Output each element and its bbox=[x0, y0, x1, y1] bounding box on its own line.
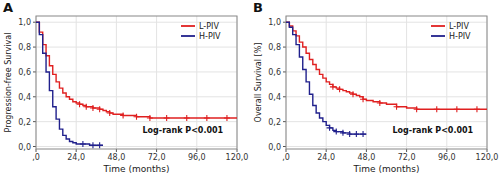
censor-mark bbox=[360, 96, 366, 102]
legend: L-PIVH-PIV bbox=[431, 22, 471, 41]
tick-label: 0,4 bbox=[268, 93, 281, 102]
censor-mark bbox=[83, 104, 89, 110]
censor-mark bbox=[454, 106, 460, 112]
annotation: Log-rank P<0.001 bbox=[393, 126, 474, 135]
grid-line bbox=[76, 16, 77, 149]
grid-line bbox=[286, 47, 487, 48]
tick-label: 24,0 bbox=[317, 153, 335, 162]
censor-mark bbox=[90, 105, 96, 111]
censor-mark bbox=[414, 106, 420, 112]
survival-curve bbox=[286, 22, 487, 109]
y-axis-label: Progression-free Survival bbox=[4, 33, 13, 133]
censor-mark bbox=[90, 142, 96, 148]
tick-label: 96,0 bbox=[188, 153, 206, 162]
grid-line bbox=[36, 121, 237, 122]
tick-label: 96,0 bbox=[438, 153, 456, 162]
x-axis-label: Time (months) bbox=[353, 164, 420, 174]
legend-label: H-PIV bbox=[199, 32, 221, 41]
grid-line bbox=[286, 71, 487, 72]
censor-mark bbox=[107, 110, 113, 116]
tick-label: 0,6 bbox=[18, 68, 31, 77]
censor-mark bbox=[134, 114, 140, 120]
figure: ,0 24,0 48,0 72,0 96,0 120,0 0,0 0,2 0,4 0,6 0,8 1,… bbox=[0, 0, 500, 177]
legend-swatch bbox=[431, 35, 445, 37]
censor-mark bbox=[204, 115, 210, 121]
tick-label: 48,0 bbox=[357, 153, 375, 162]
censor-mark bbox=[474, 106, 480, 112]
legend-swatch bbox=[431, 25, 445, 27]
tick-label: 0,0 bbox=[268, 143, 281, 152]
legend-swatch bbox=[181, 25, 195, 27]
censor-mark bbox=[434, 106, 440, 112]
panel-title: B bbox=[253, 0, 263, 15]
censor-mark bbox=[224, 115, 230, 121]
censor-mark bbox=[353, 131, 359, 137]
survival-curve bbox=[36, 22, 103, 145]
x-axis-label: Time (months) bbox=[103, 164, 170, 174]
grid-line bbox=[36, 47, 237, 48]
censor-mark bbox=[377, 100, 383, 106]
tick-label: 48,0 bbox=[107, 153, 125, 162]
tick-label: 120,0 bbox=[476, 153, 499, 162]
survival-curve bbox=[36, 22, 237, 118]
tick-label: 0,6 bbox=[268, 68, 281, 77]
plot-frame bbox=[286, 16, 487, 149]
censor-mark bbox=[77, 101, 83, 107]
censor-mark bbox=[164, 115, 170, 121]
tick-label: ,0 bbox=[32, 153, 40, 162]
y-axis-label: Overall Survival [%] bbox=[254, 43, 263, 123]
legend-swatch bbox=[181, 35, 195, 37]
tick-label: 0,8 bbox=[18, 43, 31, 52]
censor-mark bbox=[347, 131, 353, 137]
censor-mark bbox=[97, 106, 103, 112]
censor-mark bbox=[350, 91, 356, 97]
grid-line bbox=[366, 16, 367, 149]
tick-label: 72,0 bbox=[148, 153, 166, 162]
tick-label: 0,2 bbox=[268, 118, 281, 127]
censor-mark bbox=[184, 115, 190, 121]
panel: ,0 24,0 48,0 72,0 96,0 120,0 0,0 0,2 0,4 0,6 0,8 1,… bbox=[253, 0, 498, 174]
plot-area bbox=[286, 16, 487, 149]
censor-mark bbox=[97, 142, 103, 148]
censor-mark bbox=[340, 130, 346, 136]
censor-mark bbox=[80, 141, 86, 147]
tick-label: 0,4 bbox=[18, 93, 31, 102]
tick-label: 24,0 bbox=[67, 153, 85, 162]
censor-mark bbox=[337, 86, 343, 92]
tick-label: 0,0 bbox=[18, 143, 31, 152]
tick-label: 72,0 bbox=[398, 153, 416, 162]
grid-line bbox=[36, 71, 237, 72]
legend-label: L-PIV bbox=[199, 22, 219, 31]
panel-title: A bbox=[3, 0, 13, 15]
censor-mark bbox=[330, 84, 336, 90]
legend-label: L-PIV bbox=[449, 22, 469, 31]
annotation: Log-rank P<0.001 bbox=[143, 126, 224, 135]
grid-line bbox=[286, 121, 487, 122]
tick-label: ,0 bbox=[282, 153, 290, 162]
censor-mark bbox=[147, 115, 153, 121]
grid-line bbox=[286, 96, 487, 97]
plot-frame bbox=[36, 16, 237, 149]
censor-mark bbox=[360, 131, 366, 137]
grid-line bbox=[116, 16, 117, 149]
tick-label: 120,0 bbox=[226, 153, 249, 162]
grid-line bbox=[286, 146, 487, 147]
tick-label: 1,0 bbox=[268, 18, 281, 27]
censor-mark bbox=[120, 112, 126, 118]
tick-label: 0,2 bbox=[18, 118, 31, 127]
tick-label: 1,0 bbox=[18, 18, 31, 27]
survival-curve bbox=[286, 22, 366, 134]
data-layer bbox=[286, 22, 487, 137]
legend: L-PIVH-PIV bbox=[181, 22, 221, 41]
censor-mark bbox=[327, 125, 333, 131]
grid-line bbox=[36, 146, 237, 147]
panel: ,0 24,0 48,0 72,0 96,0 120,0 0,0 0,2 0,4 0,6 0,8 1,… bbox=[3, 0, 248, 174]
tick-label: 0,8 bbox=[268, 43, 281, 52]
data-layer bbox=[36, 22, 237, 148]
censor-mark bbox=[333, 129, 339, 135]
censor-mark bbox=[394, 104, 400, 110]
legend-label: H-PIV bbox=[449, 32, 471, 41]
plot-area bbox=[36, 16, 237, 149]
